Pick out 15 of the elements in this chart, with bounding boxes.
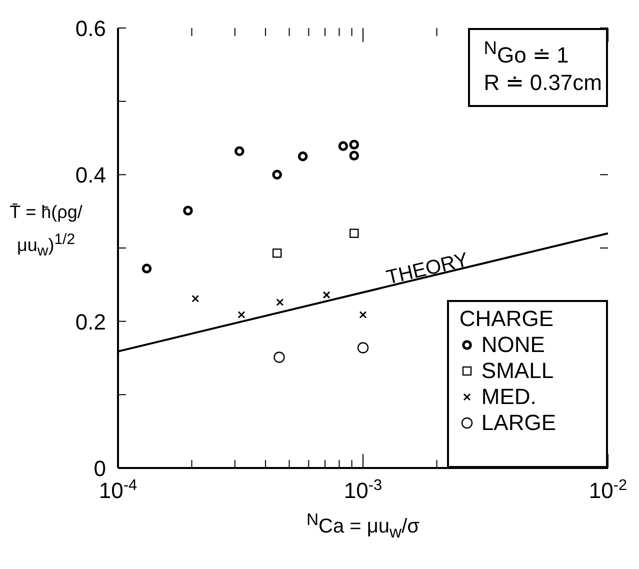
legend-title: CHARGE [459,306,555,332]
legend-label: MED. [481,384,536,410]
y-tick-label: 0.4 [75,162,106,188]
legend-label: LARGE [481,410,556,436]
x-tick-label: 10$^{-3}$ [344,476,382,503]
x-axis-title: $^{N}$Ca = μu$_{w}$/σ [306,510,420,543]
y-tick-label: 0.6 [75,16,106,41]
x-tick-label: 10$^{-2}$ [588,476,628,503]
legend-label: NONE [481,332,545,358]
legend-label: SMALL [481,358,554,384]
y-tick-label: 0.2 [75,309,106,334]
annotation: $^{N}$Go ≐ 1 [484,36,570,70]
text: THEORY [384,248,471,290]
y-axis-title: T̄ = h̄(ρg/μu$_{w}$)$^{1/2}$ [8,201,84,262]
annotation: R ≐ 0.37cm [484,69,602,98]
